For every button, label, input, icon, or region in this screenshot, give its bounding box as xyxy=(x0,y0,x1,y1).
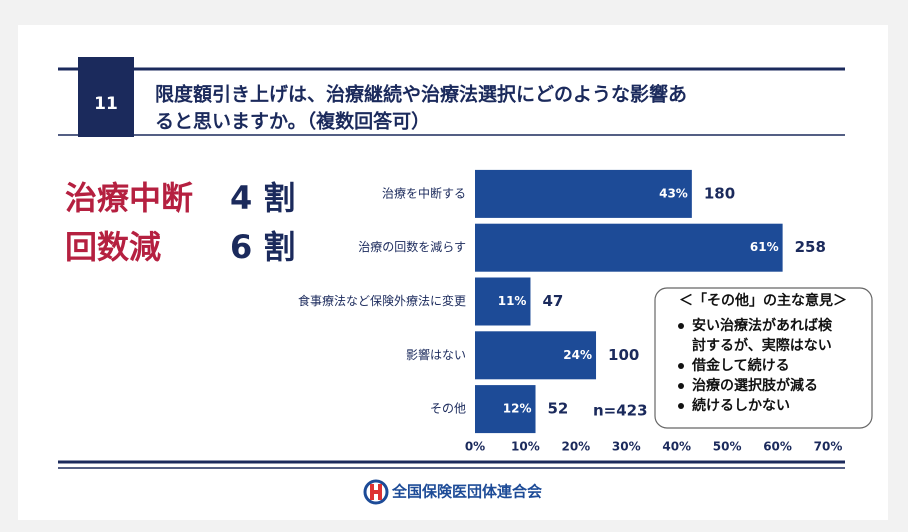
callout-box xyxy=(654,287,873,429)
bar xyxy=(475,223,783,272)
headline-value: 6 割 xyxy=(230,228,295,266)
annotation: n=423 xyxy=(593,402,648,420)
slide-number: 11 xyxy=(94,94,118,114)
count-label: 258 xyxy=(795,238,826,256)
count-label: 100 xyxy=(608,346,639,364)
category-label: 治療を中断する xyxy=(382,185,466,200)
x-tick-label: 10% xyxy=(511,440,540,454)
headline-value: 4 割 xyxy=(230,179,295,217)
headline-label: 回数減 xyxy=(65,228,161,266)
title-line: ると思いますか。（複数回答可） xyxy=(155,110,430,133)
count-label: 52 xyxy=(548,400,569,418)
count-label: 47 xyxy=(542,292,563,310)
logo xyxy=(363,479,389,505)
bullet xyxy=(678,403,684,409)
category-label: その他 xyxy=(430,402,466,416)
number-box xyxy=(78,57,134,137)
callout-item: 討するが、実際はない xyxy=(692,337,832,354)
x-tick-label: 0% xyxy=(465,440,485,454)
bullet xyxy=(678,363,684,369)
bar xyxy=(475,331,597,380)
x-tick-label: 20% xyxy=(561,440,590,454)
x-tick-label: 70% xyxy=(814,440,843,454)
bullet xyxy=(678,323,684,329)
value-label: 43% xyxy=(659,186,688,200)
callout-title: ＜「その他」の主な意見＞ xyxy=(679,292,847,309)
x-tick-label: 40% xyxy=(662,440,691,454)
bar xyxy=(475,169,692,218)
value-label: 61% xyxy=(750,240,779,254)
slide-background xyxy=(18,25,888,520)
organization: 全国保険医団体連合会 xyxy=(391,483,542,501)
category-label: 治療の回数を減らす xyxy=(358,239,466,254)
value-label: 24% xyxy=(563,348,592,362)
bar xyxy=(475,385,536,434)
x-tick-label: 50% xyxy=(713,440,742,454)
bullet xyxy=(678,383,684,389)
category-label: 食事療法など保険外療法に変更 xyxy=(298,293,466,308)
x-tick-label: 60% xyxy=(763,440,792,454)
count-label: 180 xyxy=(704,184,735,202)
callout-item: 借金して続ける xyxy=(691,357,790,374)
value-label: 11% xyxy=(498,294,527,308)
bar xyxy=(475,277,531,326)
category-label: 影響はない xyxy=(406,347,466,362)
value-label: 12% xyxy=(503,402,532,416)
x-tick-label: 30% xyxy=(612,440,641,454)
title-line: 限度額引き上げは、治療継続や治療法選択にどのような影響あ xyxy=(155,83,687,106)
callout-item: 治療の選択肢が減る xyxy=(692,377,818,394)
callout-item: 安い治療法があれば検 xyxy=(692,317,833,334)
headline-label: 治療中断 xyxy=(65,179,193,217)
callout-item: 続けるしかない xyxy=(692,397,790,414)
